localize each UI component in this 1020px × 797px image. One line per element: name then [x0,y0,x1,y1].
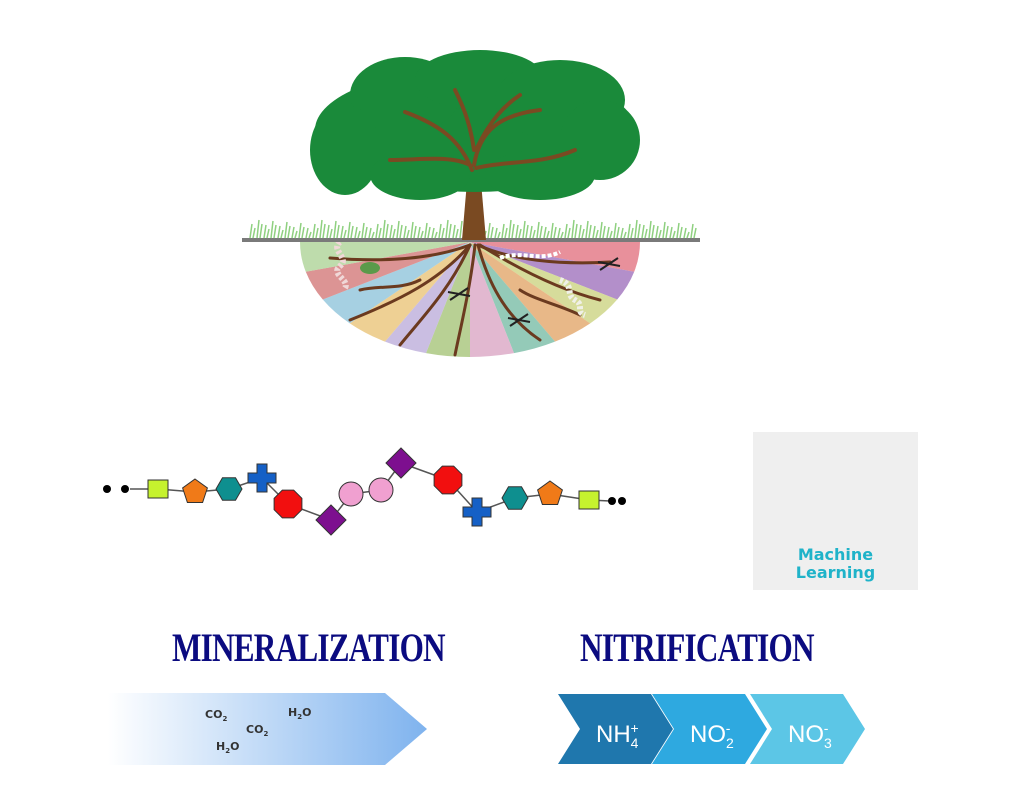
soil-segment [470,242,640,272]
monomer-circle [368,477,394,503]
monomer-octagon [433,465,463,495]
monomer-octagon [273,489,303,519]
monomer-pentagon [182,478,208,503]
molecule-label: CO2 [246,723,269,739]
monomer-circle [338,481,364,507]
nitrification-step [652,694,767,764]
polymer-chain [103,447,626,536]
soil-segment [322,242,470,324]
molecule-label: H2O [216,740,240,756]
soil-segment [385,242,470,354]
mineralization-label: MINERALIZATION [172,625,446,670]
chain-dot [121,485,129,493]
monomer-cross [247,463,277,493]
ml-label-line2: Learning [795,563,876,582]
monomer-pentagon [537,480,563,505]
chain-dot [618,497,626,505]
mineralization-arrow [108,693,427,765]
monomer-diamond [385,447,417,479]
nitrification-step [750,694,865,764]
molecule-label: H2O [288,706,312,722]
ion-label: NH4+ [596,720,639,751]
soil-microbiome-fan [300,242,640,357]
machine-learning-card: Machine Learning [753,432,918,590]
nitrification-step [558,694,673,764]
monomer-diamond [315,504,347,536]
tree-roots [328,243,612,357]
soil-segment [470,242,514,357]
chain-dot [103,485,111,493]
tree-branches [388,88,577,172]
ml-label-line1: Machine [797,545,874,564]
ion-label: NO2- [690,720,734,751]
monomer-cross [462,497,492,527]
chain-dot [608,497,616,505]
molecule-label: CO2 [205,708,228,724]
tree-illustration [242,50,700,357]
monomer-square [147,479,169,499]
soil-segment [470,242,555,354]
tree-canopy [310,50,640,200]
nitrification-label: NITRIFICATION [580,625,814,670]
ion-label: NO3- [788,720,832,751]
grass [249,219,697,239]
nitrification-chain [558,694,865,764]
soil-segment [300,242,470,272]
monomer-square [578,490,600,510]
soil-segment [470,242,591,342]
microbe-icon [360,262,380,274]
monomer-hexagon [215,477,243,501]
monomer-hexagon [501,486,529,510]
soil-organisms [334,239,621,327]
soil-segment [426,242,470,357]
